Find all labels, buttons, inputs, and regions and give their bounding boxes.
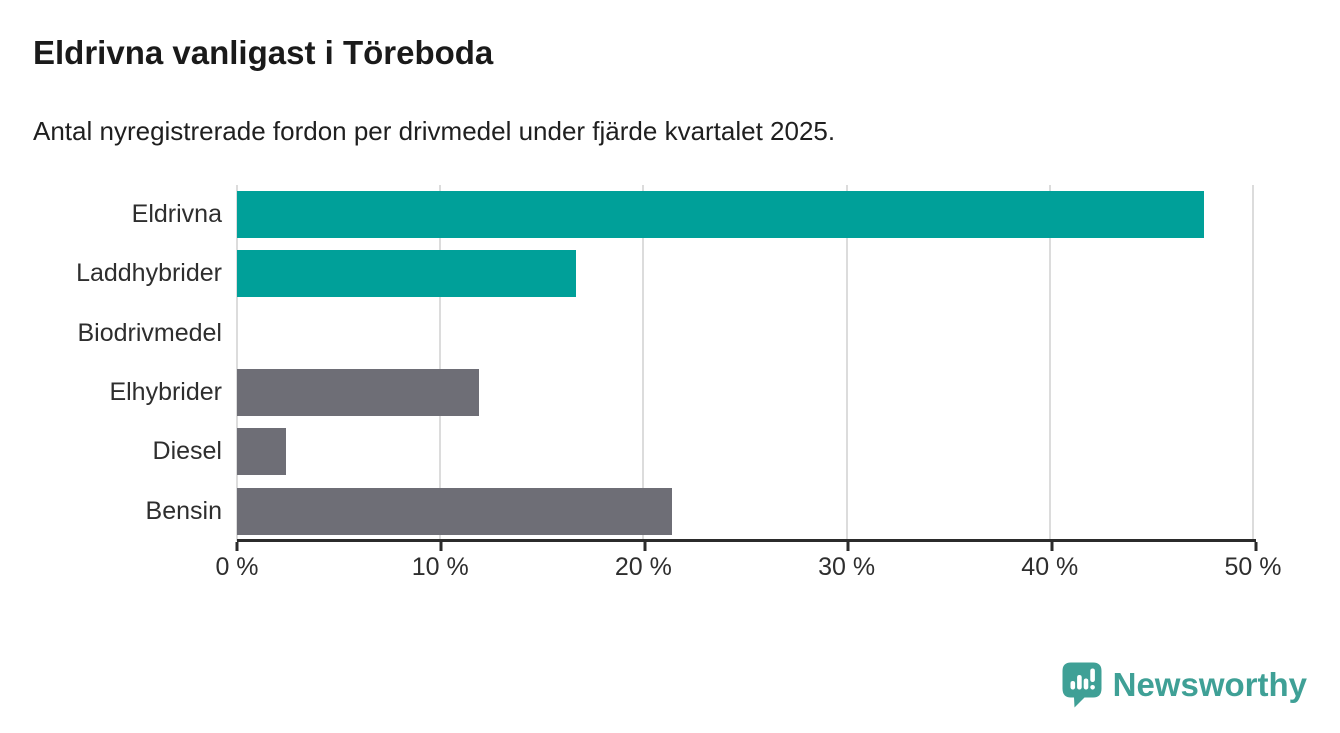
x-axis-tick-label: 30 % [818,553,876,581]
newsworthy-wordmark: Newsworthy [1112,666,1307,703]
category-label: Diesel [152,437,222,466]
bar-rows [237,185,1253,541]
x-axis-tick-label-row: 0 % 10 % 20 % 30 % 40 % 50 % [215,553,1281,585]
bar-bensin [237,487,672,535]
gridline [642,185,645,541]
x-axis-tick [1254,542,1258,551]
category-label: Biodrivmedel [77,318,222,347]
x-axis-tick [846,542,850,551]
x-axis-tick [1050,542,1054,551]
category-label: Eldrivna [131,200,222,229]
category-label-column: Eldrivna Laddhybrider Biodrivmedel Elhybrid… [0,185,222,541]
bar-row [237,482,1253,541]
brand-footer: Newsworthy [1062,662,1307,708]
x-axis-tick-label: 50 % [1224,553,1282,581]
x-axis-tick-label: 20 % [614,553,672,581]
plot-area [235,185,1258,551]
bar-eldrivna [237,191,1205,239]
x-axis-line [235,539,1258,551]
gridline [236,185,238,541]
bar-row [237,185,1253,244]
bar-row [237,304,1253,363]
bar-row [237,422,1253,481]
bar-laddhybrider [237,250,577,298]
gridline [845,185,848,541]
x-axis-tick [643,542,647,551]
bar-elhybrider [237,369,479,417]
x-axis-tick-label: 0 % [215,553,259,581]
x-axis-tick-label: 10 % [411,553,469,581]
gridline [1252,185,1254,541]
gridline [1048,185,1051,541]
x-axis-tick [235,542,239,551]
bar-row [237,244,1253,303]
chart-subtitle: Antal nyregistrerade fordon per drivmede… [33,116,836,146]
category-label: Elhybrider [109,378,222,407]
x-axis-tick-label: 40 % [1021,553,1079,581]
bar-row [237,363,1253,422]
x-axis-tick [439,542,443,551]
gridline [439,185,442,541]
chart-title: Eldrivna vanligast i Töreboda [33,34,494,71]
bar-diesel [237,428,286,476]
category-label: Laddhybrider [76,259,222,288]
newsworthy-logo-icon [1062,662,1102,708]
category-label: Bensin [145,496,222,525]
